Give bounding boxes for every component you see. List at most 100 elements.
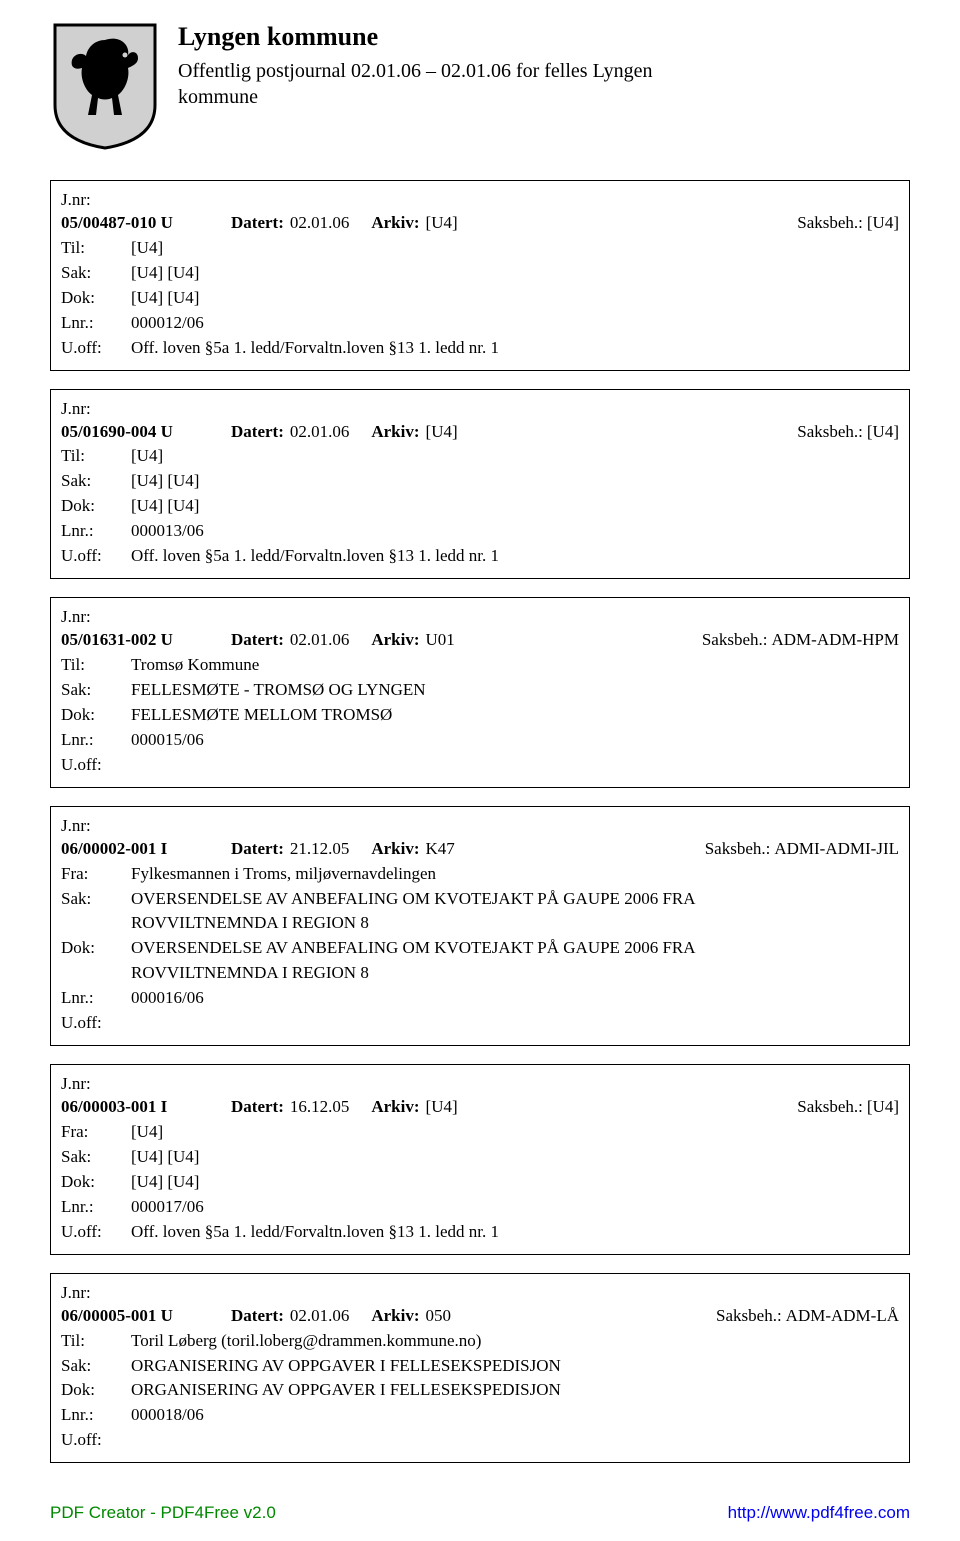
lnr-value: 000018/06 (131, 1404, 899, 1427)
party-row: Fra:Fylkesmannen i Troms, miljøvernavdel… (61, 863, 899, 886)
party-label: Til: (61, 1330, 131, 1353)
saksbeh-label: Saksbeh.: (716, 1305, 782, 1328)
datert-value: 02.01.06 (290, 212, 350, 235)
party-row: Til:[U4] (61, 445, 899, 468)
lnr-label: Lnr.: (61, 729, 131, 752)
dok-row: Dok:[U4] [U4] (61, 287, 899, 310)
record-top-content: 05/01690-004 UDatert:02.01.06Arkiv:[U4]S… (61, 421, 899, 444)
lnr-value: 000017/06 (131, 1196, 899, 1219)
arkiv-value: [U4] (426, 212, 486, 235)
jnr-label: J.nr: (61, 398, 131, 421)
datert-label: Datert: (231, 421, 284, 444)
page-footer: PDF Creator - PDF4Free v2.0 http://www.p… (0, 1503, 960, 1523)
lnr-row: Lnr.:000013/06 (61, 520, 899, 543)
header-title: Lyngen kommune (178, 22, 698, 52)
dok-row: Dok:[U4] [U4] (61, 1171, 899, 1194)
footer-creator-text: PDF Creator - PDF4Free v2.0 (50, 1503, 276, 1523)
journal-record: J.nr:05/01690-004 UDatert:02.01.06Arkiv:… (50, 389, 910, 580)
dok-value: ORGANISERING AV OPPGAVER I FELLESEKSPEDI… (131, 1379, 899, 1402)
uoff-label: U.off: (61, 337, 131, 360)
arkiv-label: Arkiv: (371, 838, 419, 861)
party-value: [U4] (131, 445, 899, 468)
uoff-row: U.off: (61, 754, 899, 777)
saksbeh-label: Saksbeh.: (797, 212, 863, 235)
sak-row: Sak:[U4] [U4] (61, 470, 899, 493)
lnr-row: Lnr.:000012/06 (61, 312, 899, 335)
record-top-row: J.nr:06/00003-001 IDatert:16.12.05Arkiv:… (61, 1073, 899, 1119)
record-top-content: 06/00003-001 IDatert:16.12.05Arkiv:[U4]S… (61, 1096, 899, 1119)
arkiv-label: Arkiv: (371, 1305, 419, 1328)
sak-row: Sak:FELLESMØTE - TROMSØ OG LYNGEN (61, 679, 899, 702)
jnr-label: J.nr: (61, 815, 131, 838)
datert-label: Datert: (231, 1305, 284, 1328)
lnr-row: Lnr.:000015/06 (61, 729, 899, 752)
jnr-value: 05/00487-010 U (61, 212, 221, 235)
record-top-row: J.nr:05/00487-010 UDatert:02.01.06Arkiv:… (61, 189, 899, 235)
sak-value: FELLESMØTE - TROMSØ OG LYNGEN (131, 679, 899, 702)
dok-label: Dok: (61, 495, 131, 518)
jnr-label: J.nr: (61, 1282, 131, 1305)
uoff-label: U.off: (61, 754, 131, 777)
sak-value: ORGANISERING AV OPPGAVER I FELLESEKSPEDI… (131, 1355, 899, 1378)
sak-row: Sak:[U4] [U4] (61, 1146, 899, 1169)
sak-row: Sak:OVERSENDELSE AV ANBEFALING OM KVOTEJ… (61, 888, 899, 911)
arkiv-value: [U4] (426, 421, 486, 444)
party-label: Til: (61, 445, 131, 468)
record-top-content: 05/01631-002 UDatert:02.01.06Arkiv:U01Sa… (61, 629, 899, 652)
uoff-label: U.off: (61, 545, 131, 568)
arkiv-label: Arkiv: (371, 212, 419, 235)
lnr-row: Lnr.:000018/06 (61, 1404, 899, 1427)
dok-label: Dok: (61, 704, 131, 727)
record-top-row: J.nr:05/01631-002 UDatert:02.01.06Arkiv:… (61, 606, 899, 652)
arkiv-label: Arkiv: (371, 629, 419, 652)
dok-row: Dok:FELLESMØTE MELLOM TROMSØ (61, 704, 899, 727)
arkiv-label: Arkiv: (371, 421, 419, 444)
arkiv-value: K47 (426, 838, 486, 861)
uoff-value: Off. loven §5a 1. ledd/Forvaltn.loven §1… (131, 337, 899, 360)
lnr-label: Lnr.: (61, 987, 131, 1010)
sak-value: [U4] [U4] (131, 470, 899, 493)
page-header: Lyngen kommune Offentlig postjournal 02.… (50, 20, 910, 150)
jnr-label: J.nr: (61, 1073, 131, 1096)
datert-value: 02.01.06 (290, 629, 350, 652)
party-label: Til: (61, 237, 131, 260)
party-label: Fra: (61, 1121, 131, 1144)
dok-value: [U4] [U4] (131, 495, 899, 518)
saksbeh-label: Saksbeh.: (702, 629, 768, 652)
jnr-label: J.nr: (61, 606, 131, 629)
sak-row: ROVVILTNEMNDA I REGION 8 (61, 912, 899, 935)
datert-label: Datert: (231, 838, 284, 861)
datert-label: Datert: (231, 1096, 284, 1119)
journal-record: J.nr:06/00005-001 U Datert: 02.01.06 Arkiv:… (50, 1273, 910, 1464)
datert-value: 21.12.05 (290, 838, 350, 861)
lnr-label: Lnr.: (61, 520, 131, 543)
jnr-value: 06/00002-001 I (61, 838, 221, 861)
sak-label: Sak: (61, 470, 131, 493)
sak-row: Sak:ORGANISERING AV OPPGAVER I FELLESEKS… (61, 1355, 899, 1378)
journal-record: J.nr:06/00003-001 IDatert:16.12.05Arkiv:… (50, 1064, 910, 1255)
header-text-block: Lyngen kommune Offentlig postjournal 02.… (178, 20, 698, 110)
party-value: [U4] (131, 237, 899, 260)
datert-value: 16.12.05 (290, 1096, 350, 1119)
party-row: Til:[U4] (61, 237, 899, 260)
journal-record: J.nr:05/00487-010 UDatert:02.01.06Arkiv:… (50, 180, 910, 371)
saksbeh-value: ADM-ADM-HPM (771, 629, 899, 652)
saksbeh-value: ADM-ADM-LÅ (786, 1305, 899, 1328)
uoff-row: U.off: (61, 1012, 899, 1035)
party-label: Fra: (61, 863, 131, 886)
sak-label: Sak: (61, 888, 131, 911)
party-row: Til:Tromsø Kommune (61, 654, 899, 677)
record-top-content: 05/00487-010 UDatert:02.01.06Arkiv:[U4]S… (61, 212, 899, 235)
party-row: Til:Toril Løberg (toril.loberg@drammen.k… (61, 1330, 899, 1353)
municipality-logo-icon (50, 20, 160, 150)
sak-label: Sak: (61, 1146, 131, 1169)
party-value: Fylkesmannen i Troms, miljøvernavdelinge… (131, 863, 899, 886)
jnr-label: J.nr: (61, 189, 131, 212)
lnr-label: Lnr.: (61, 312, 131, 335)
jnr-value: 06/00005-001 U (61, 1305, 221, 1328)
datert-value: 02.01.06 (290, 1305, 350, 1328)
party-value: Toril Løberg (toril.loberg@drammen.kommu… (131, 1330, 899, 1353)
record-top-row: J.nr:06/00002-001 I Datert: 21.12.05 Arkiv:… (61, 815, 899, 861)
saksbeh-label: Saksbeh.: (797, 421, 863, 444)
record-top-content: 06/00002-001 IDatert:21.12.05Arkiv:K47Sa… (61, 838, 899, 861)
